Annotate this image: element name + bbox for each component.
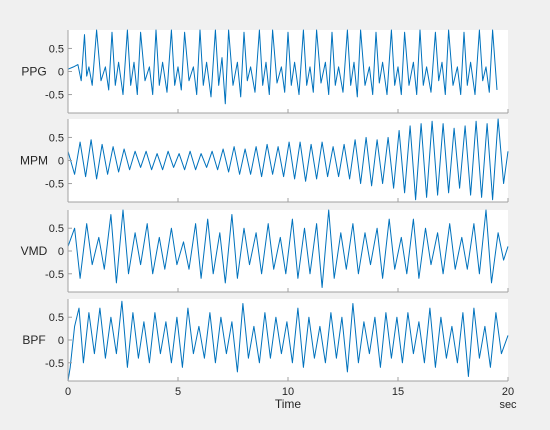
x-tick-label: 0 [65,386,71,398]
y-tick-label: -0.5 [45,358,64,370]
y-axis-label: VMD [21,244,48,258]
series-line-bpf [67,300,509,382]
y-axis-label: MPM [20,154,48,168]
y-axis-label: BPF [22,333,45,347]
panel-bpf: -0.5 0 0.5 0 5 10 15 20 BPF Time sec [22,299,517,411]
y-tick-label: 0 [58,156,64,168]
series-line-vmd [67,209,509,288]
x-tick-label: 15 [392,386,404,398]
y-tick-label: 0 [58,67,64,79]
x-axis-label: Time [275,397,302,411]
y-tick-label: 0 [58,246,64,258]
axes-background [68,210,508,292]
y-axis-label: PPG [21,65,46,79]
series-line-mpm [67,118,509,201]
series-line-ppg [67,29,498,105]
x-axis-unit: sec [499,399,517,411]
y-tick-label: -0.5 [45,90,64,102]
y-tick-label: 0.5 [49,43,64,55]
y-tick-label: -0.5 [45,269,64,281]
y-tick-label: 0.5 [49,223,64,235]
x-tick-label: 10 [282,386,294,398]
y-tick-label: 0.5 [49,312,64,324]
y-tick-label: -0.5 [45,179,64,191]
axes-background [68,299,508,381]
x-tick-label: 5 [175,386,181,398]
x-tick-label: 20 [502,386,514,398]
y-tick-label: 0.5 [49,132,64,144]
y-tick-label: 0 [58,335,64,347]
axes-background [68,30,508,113]
